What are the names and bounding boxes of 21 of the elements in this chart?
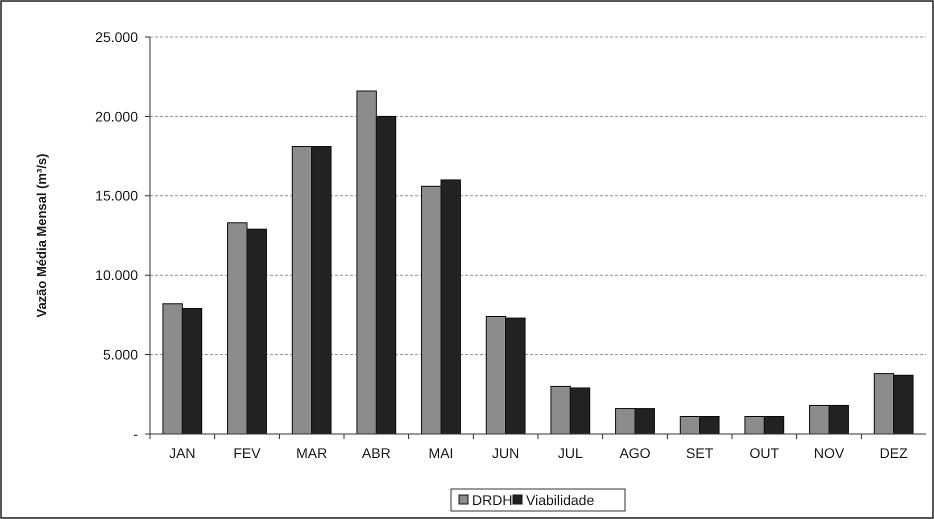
y-tick-label: 20.000 [95, 108, 138, 124]
y-axis-title: Vazão Média Mensal (m³/s) [34, 154, 49, 318]
x-tick-label: MAI [428, 445, 454, 461]
x-tick-label: JUN [492, 445, 520, 461]
legend-label: Viabilidade [526, 492, 594, 508]
x-tick-label: FEV [233, 445, 262, 461]
y-tick-label: 5.000 [102, 346, 138, 362]
y-tick-label: 25.000 [95, 28, 138, 45]
x-tick-label: SET [686, 445, 714, 461]
legend-label: DRDH [472, 492, 512, 508]
y-tick-label: - [133, 426, 138, 442]
x-tick-label: MAR [296, 445, 328, 461]
y-tick-label: 15.000 [95, 188, 138, 204]
y-tick-label: 10.000 [95, 267, 138, 284]
x-tick-label: AGO [619, 445, 651, 461]
x-tick-label: NOV [814, 445, 845, 461]
x-tick-label: JAN [169, 445, 196, 461]
x-tick-label: DEZ [880, 445, 908, 461]
x-tick-label: JUL [558, 445, 583, 461]
x-tick-label: ABR [362, 445, 391, 461]
x-tick-label: OUT [750, 445, 780, 461]
